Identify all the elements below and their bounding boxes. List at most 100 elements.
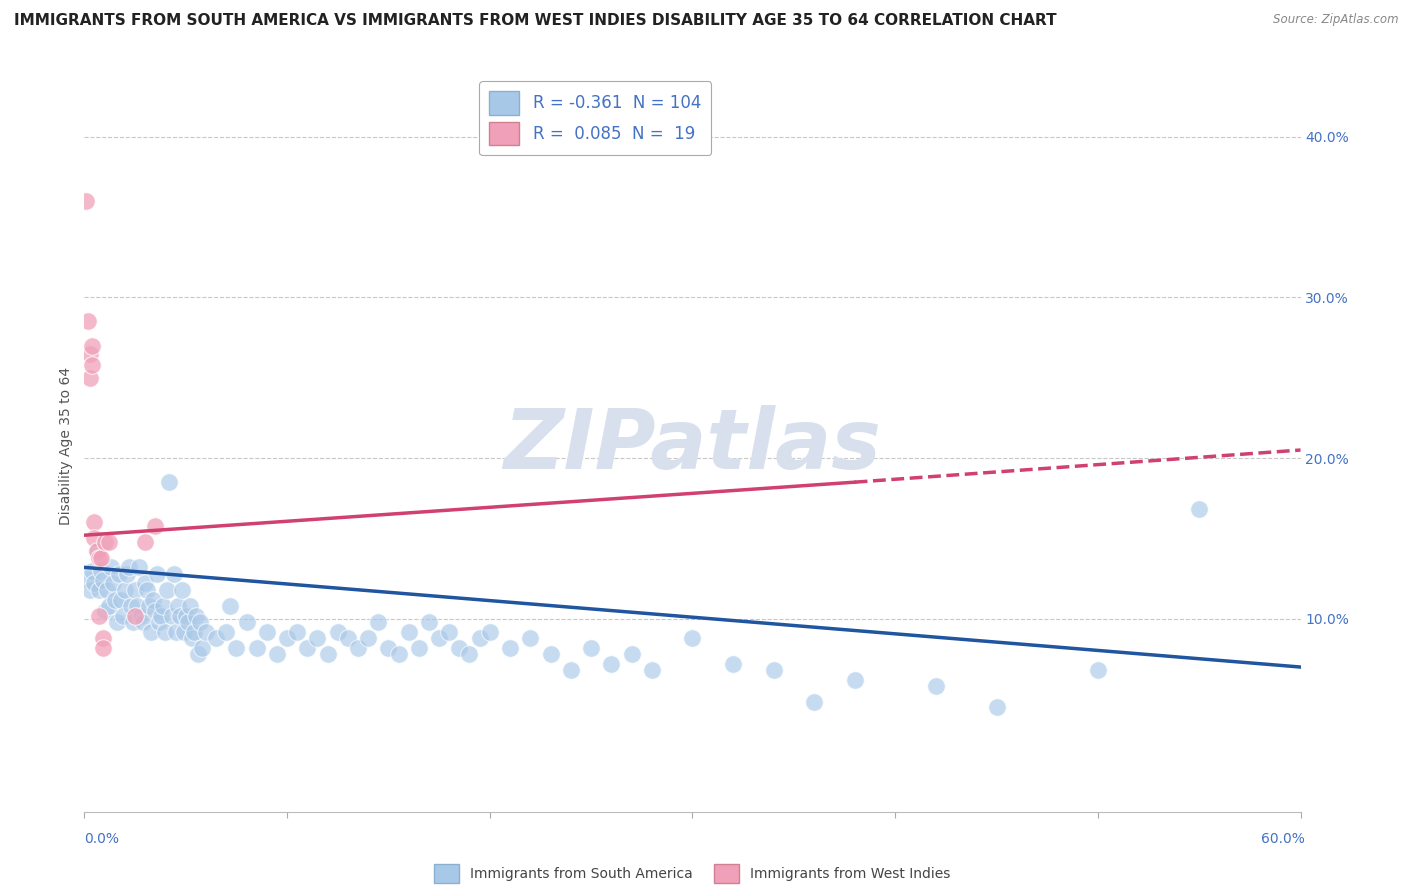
Point — [1188, 502, 1211, 516]
Point — [90, 550, 112, 565]
Point — [118, 560, 141, 574]
Point — [82, 338, 104, 352]
Point — [111, 608, 134, 623]
Point — [682, 631, 704, 645]
Point — [560, 663, 582, 677]
Point — [138, 599, 160, 613]
Point — [91, 631, 114, 645]
Point — [499, 640, 522, 655]
Point — [160, 608, 183, 623]
Point — [986, 700, 1008, 714]
Point — [439, 624, 461, 639]
Point — [108, 566, 131, 581]
Point — [150, 608, 173, 623]
Point — [79, 582, 101, 597]
Point — [177, 615, 200, 629]
Point — [96, 582, 118, 597]
Point — [641, 663, 664, 677]
Point — [79, 370, 101, 384]
Point — [225, 640, 247, 655]
Point — [86, 544, 108, 558]
Point — [519, 631, 541, 645]
Point — [162, 566, 184, 581]
Point — [124, 608, 146, 623]
Point — [93, 604, 115, 618]
Point — [129, 608, 152, 623]
Point — [79, 346, 101, 360]
Text: Source: ZipAtlas.com: Source: ZipAtlas.com — [1274, 13, 1399, 27]
Point — [136, 582, 159, 597]
Point — [803, 695, 825, 709]
Point — [174, 608, 197, 623]
Point — [367, 615, 389, 629]
Point — [134, 534, 156, 549]
Point — [173, 624, 195, 639]
Point — [180, 631, 202, 645]
Point — [1087, 663, 1109, 677]
Point — [87, 582, 110, 597]
Text: IMMIGRANTS FROM SOUTH AMERICA VS IMMIGRANTS FROM WEST INDIES DISABILITY AGE 35 T: IMMIGRANTS FROM SOUTH AMERICA VS IMMIGRA… — [14, 13, 1057, 29]
Point — [307, 631, 329, 645]
Point — [246, 640, 269, 655]
Point — [91, 640, 114, 655]
Point — [86, 544, 108, 558]
Point — [87, 608, 110, 623]
Point — [215, 624, 238, 639]
Point — [105, 615, 128, 629]
Point — [122, 615, 145, 629]
Point — [297, 640, 319, 655]
Point — [141, 624, 163, 639]
Point — [83, 532, 105, 546]
Point — [398, 624, 420, 639]
Point — [540, 647, 562, 661]
Point — [762, 663, 785, 677]
Point — [925, 679, 948, 693]
Point — [77, 314, 100, 328]
Point — [276, 631, 298, 645]
Point — [418, 615, 440, 629]
Point — [256, 624, 278, 639]
Point — [194, 624, 218, 639]
Point — [579, 640, 602, 655]
Point — [844, 673, 866, 687]
Point — [156, 582, 179, 597]
Point — [115, 566, 138, 581]
Point — [128, 560, 150, 574]
Text: ZIPatlas: ZIPatlas — [503, 406, 882, 486]
Point — [478, 624, 501, 639]
Legend: Immigrants from South America, Immigrants from West Indies: Immigrants from South America, Immigrant… — [429, 858, 956, 889]
Point — [449, 640, 471, 655]
Point — [82, 564, 104, 578]
Point — [159, 475, 181, 490]
Text: 60.0%: 60.0% — [1261, 832, 1305, 846]
Point — [316, 647, 339, 661]
Point — [721, 657, 744, 671]
Point — [169, 608, 191, 623]
Point — [77, 572, 100, 586]
Point — [124, 582, 146, 597]
Point — [120, 599, 142, 613]
Point — [146, 566, 169, 581]
Point — [83, 576, 105, 591]
Point — [166, 599, 188, 613]
Point — [219, 599, 242, 613]
Point — [347, 640, 370, 655]
Point — [148, 615, 170, 629]
Point — [91, 573, 114, 587]
Point — [87, 550, 110, 565]
Point — [100, 560, 122, 574]
Point — [143, 604, 166, 618]
Point — [110, 592, 132, 607]
Point — [165, 624, 187, 639]
Point — [600, 657, 623, 671]
Point — [179, 599, 201, 613]
Point — [134, 576, 156, 591]
Point — [427, 631, 450, 645]
Point — [377, 640, 399, 655]
Point — [125, 599, 148, 613]
Point — [83, 516, 105, 530]
Point — [187, 647, 209, 661]
Point — [143, 518, 166, 533]
Point — [285, 624, 308, 639]
Point — [104, 592, 127, 607]
